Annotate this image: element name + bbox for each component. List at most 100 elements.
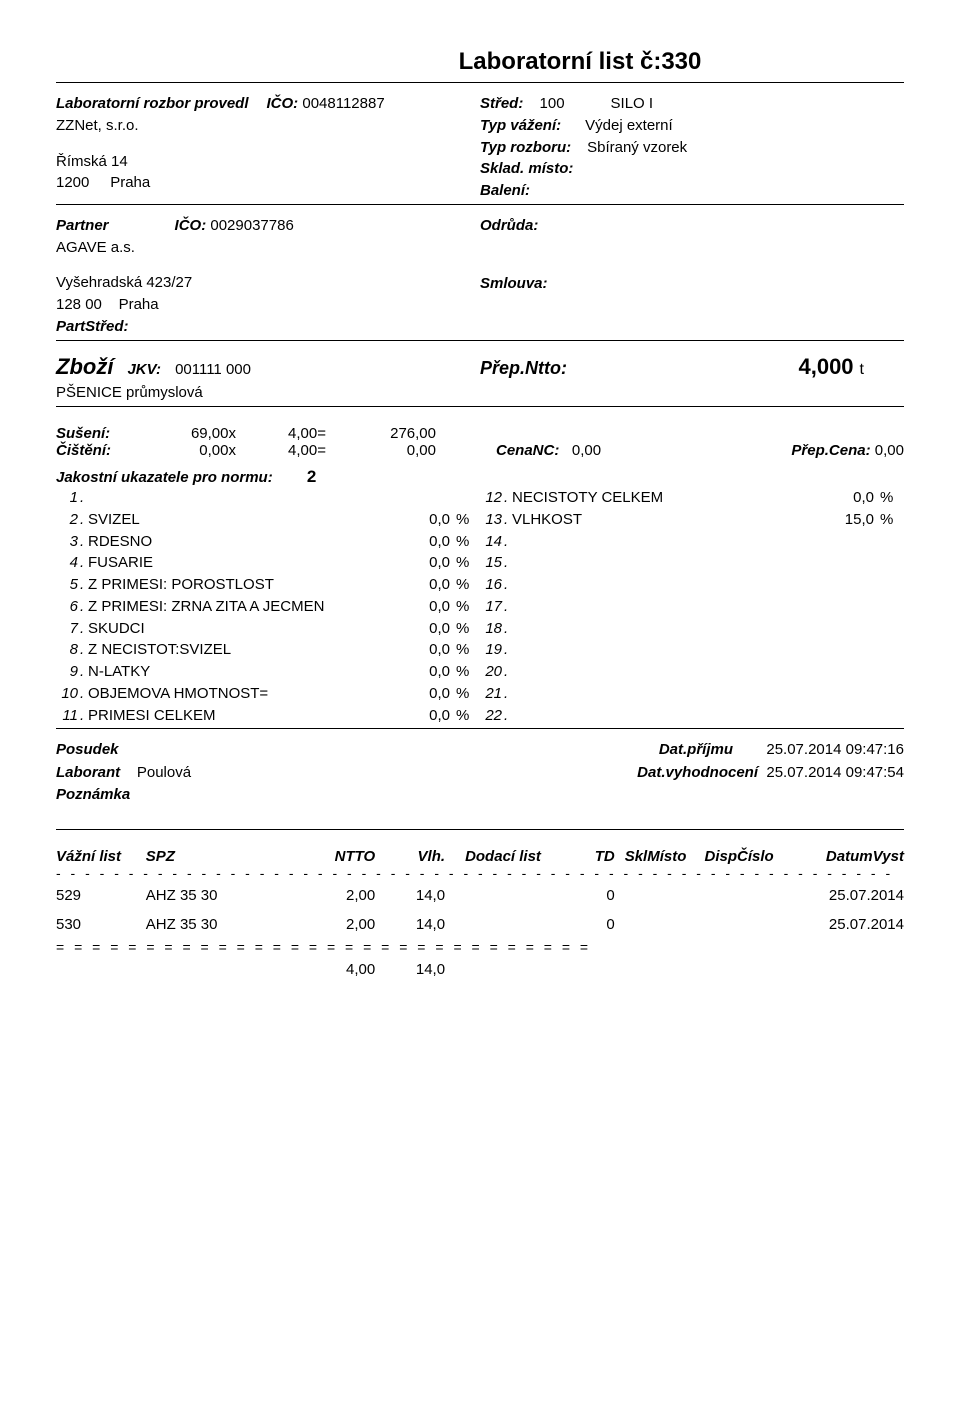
partner-section: Partner IČO: 0029037786 AGAVE a.s. Vyšeh… [56,215,904,338]
cell-spz: AHZ 35 30 [146,916,296,933]
quality-dot: . [504,509,512,531]
quality-row: 6. Z PRIMESI: ZRNA ZITA A JECMEN0,0% [56,596,480,618]
baleni-label: Balení: [480,180,530,202]
quality-name: SVIZEL [88,509,400,531]
partner-label: Partner [56,215,109,237]
jkv-label: JKV: [127,359,161,381]
quality-name: OBJEMOVA HMOTNOST= [88,683,400,705]
quality-unit: % [874,487,904,509]
document-page: Laboratorní list č:330 Laboratorní rozbo… [0,0,960,1422]
partner-zip: 128 00 [56,296,102,313]
footer-section: Posudek Dat.příjmu 25.07.2014 09:47:16 L… [56,739,904,807]
posudek-label: Posudek [56,739,119,762]
th-vazni: Vážní list [56,848,146,865]
quality-name: N-LATKY [88,661,400,683]
suseni-row: Sušení: 69,00x 4,00= 276,00 [56,425,904,442]
quality-unit [874,552,904,574]
quality-dot: . [504,531,512,553]
quality-name: Z PRIMESI: ZRNA ZITA A JECMEN [88,596,400,618]
quality-value [824,531,874,553]
th-td: TD [565,848,615,865]
silo-value: SILO I [611,93,654,115]
th-spz: SPZ [146,848,296,865]
quality-name: FUSARIE [88,552,400,574]
quality-row: 12. NECISTOTY CELKEM0,0% [480,487,904,509]
quality-value: 0,0 [400,618,450,640]
quality-unit [874,618,904,640]
sklad-label: Sklad. místo: [480,158,573,180]
quality-dot: . [80,639,88,661]
page-title: Laboratorní list č:330 [56,48,904,76]
quality-dot: . [80,574,88,596]
quality-row: 8. Z NECISTOT:SVIZEL0,0% [56,639,480,661]
quality-value [824,552,874,574]
quality-dot: . [504,552,512,574]
quality-dot: . [504,683,512,705]
table-sum-row: 4,00 14,0 [56,955,904,984]
cell-dod [445,916,565,933]
quality-unit [874,683,904,705]
quality-num: 1 [56,487,80,509]
partner-street: Vyšehradská 423/27 [56,272,480,294]
quality-dot: . [504,574,512,596]
cell-vazni: 529 [56,887,146,904]
cell-date: 25.07.2014 [804,916,904,933]
quality-row: 2. SVIZEL0,0% [56,509,480,531]
partner-city: Praha [119,296,159,313]
quality-unit: % [450,661,480,683]
cenanc-label: CenaNC: [496,442,559,459]
quality-row: 22. [480,705,904,727]
quality-name: PRIMESI CELKEM [88,705,400,727]
zbozi-section: Zboží JKV: 001111 000 PŠENICE průmyslová… [56,351,904,405]
quality-unit [874,661,904,683]
quality-dot: . [80,705,88,727]
quality-value: 0,0 [400,596,450,618]
quality-row: 14. [480,531,904,553]
smlouva-label: Smlouva: [480,273,548,295]
quality-value [824,574,874,596]
rule-3 [56,406,904,407]
eq-separator: = = = = = = = = = = = = = = = = = = = = … [56,939,904,955]
quality-name [512,661,824,683]
quality-dot: . [80,618,88,640]
quality-num: 21 [480,683,504,705]
quality-num: 16 [480,574,504,596]
quality-name [512,531,824,553]
quality-num: 4 [56,552,80,574]
quality-num: 20 [480,661,504,683]
quality-dot: . [504,661,512,683]
quality-value: 0,0 [400,683,450,705]
cell-vlh: 14,0 [375,887,445,904]
quality-unit: % [450,531,480,553]
quality-num: 5 [56,574,80,596]
quality-row: 19. [480,639,904,661]
cell-disp [705,887,805,904]
quality-value [824,639,874,661]
odruda-label: Odrůda: [480,215,538,237]
quality-unit [874,596,904,618]
quality-name [88,487,400,509]
suseni-res: 276,00 [326,425,436,442]
cell-ntto: 2,00 [295,916,375,933]
quality-value [824,705,874,727]
quality-dot: . [80,683,88,705]
datvyh-label: Dat.vyhodnocení [637,764,758,781]
quality-num: 9 [56,661,80,683]
quality-name [512,705,824,727]
th-dod: Dodací list [445,848,565,865]
quality-name: Z PRIMESI: POROSTLOST [88,574,400,596]
quality-unit [450,487,480,509]
quality-dot: . [504,639,512,661]
cell-ntto: 2,00 [295,887,375,904]
quality-dot: . [504,596,512,618]
quality-row: 16. [480,574,904,596]
quality-unit [874,574,904,596]
quality-unit: % [450,705,480,727]
cell-vazni: 530 [56,916,146,933]
quality-row: 18. [480,618,904,640]
quality-dot: . [504,618,512,640]
quality-value: 0,0 [400,531,450,553]
header-section: Laboratorní rozbor provedl IČO: 00481128… [56,93,904,202]
suseni-label: Sušení: [56,425,146,442]
lab-zip: 1200 [56,174,89,191]
